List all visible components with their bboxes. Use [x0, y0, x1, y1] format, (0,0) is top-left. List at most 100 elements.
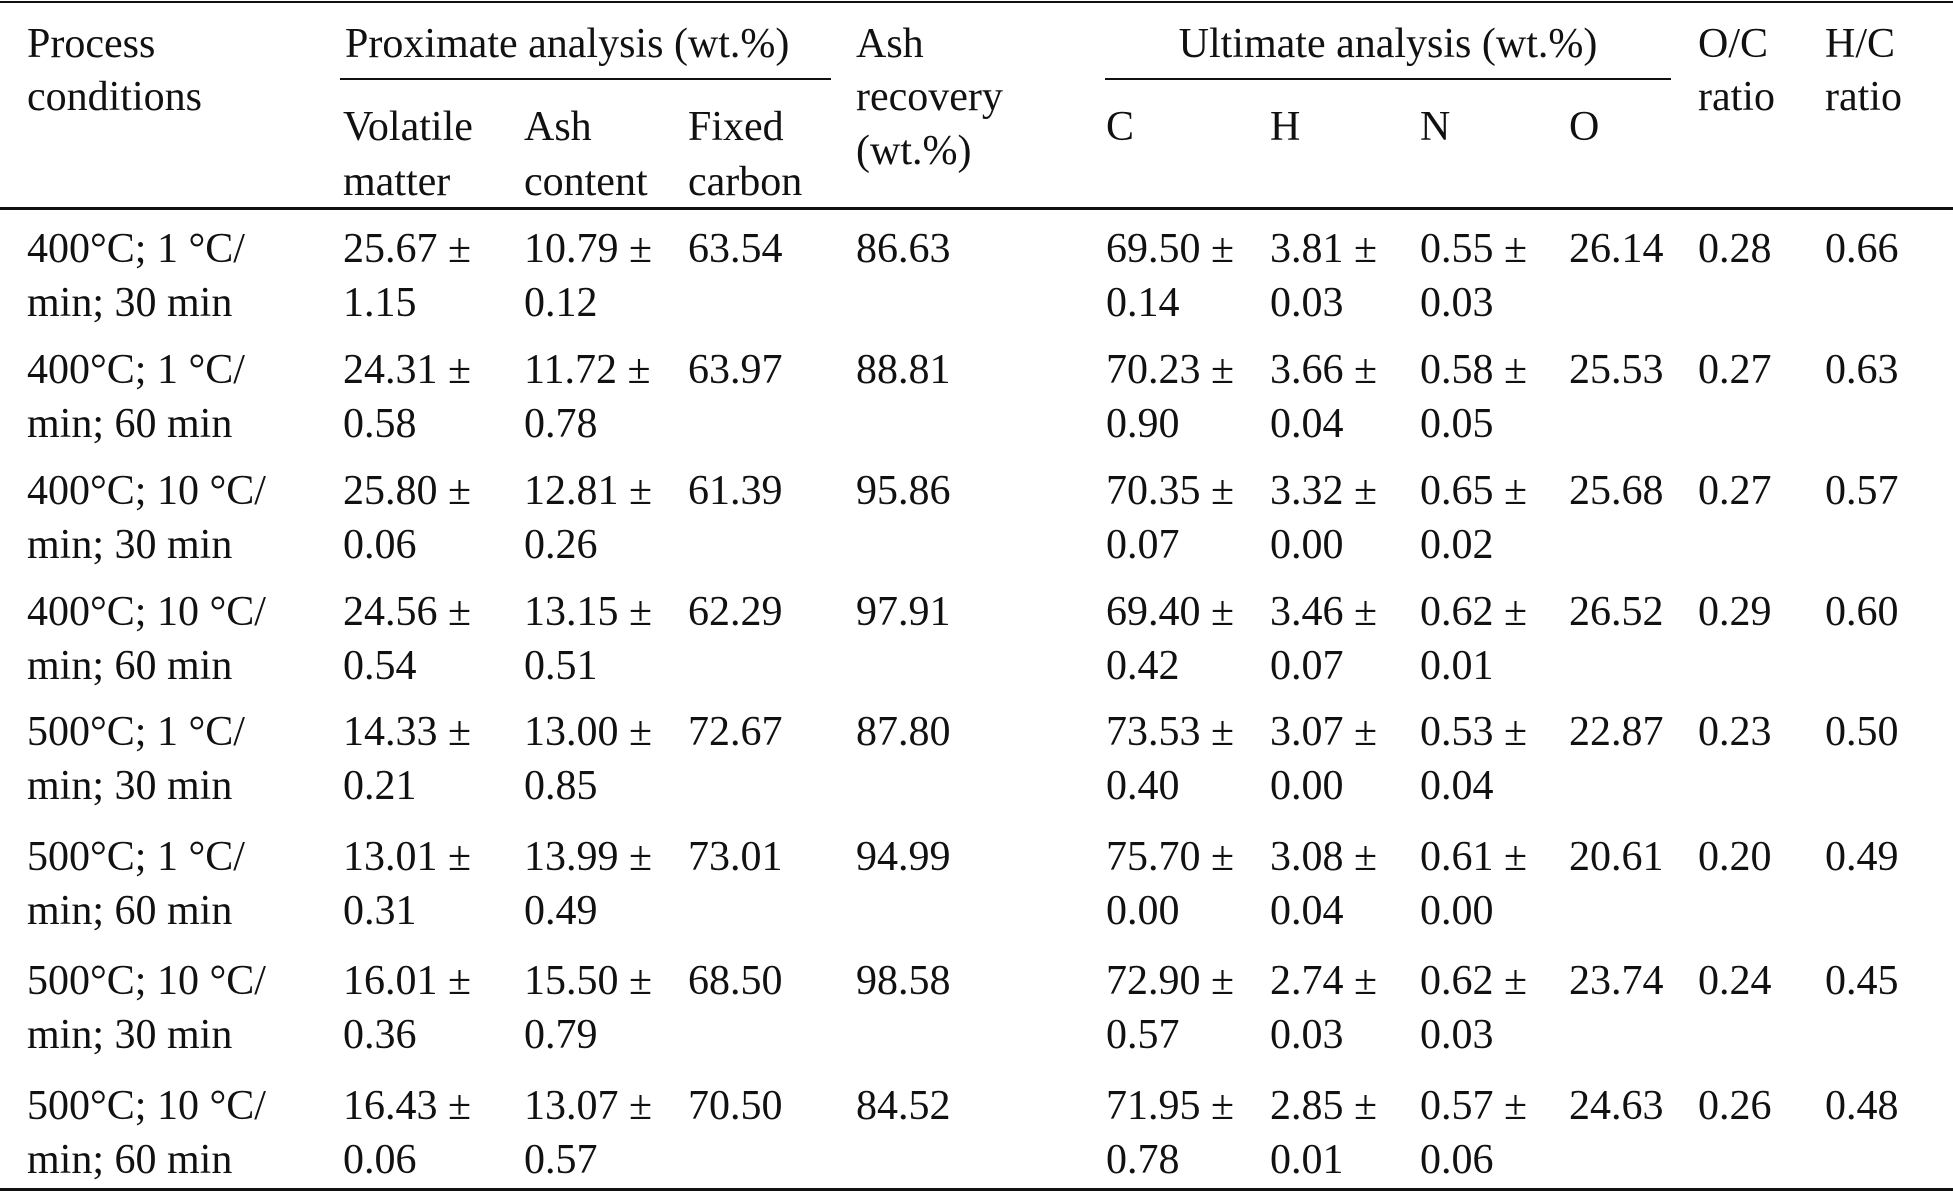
- header-cell: N: [1420, 103, 1451, 150]
- table-cell: 0.48: [1825, 1082, 1899, 1129]
- table-cell: 12.81 ±: [524, 467, 653, 514]
- table-cell: 23.74: [1569, 957, 1664, 1004]
- header-cell: conditions: [27, 73, 202, 120]
- table-cell: min; 60 min: [27, 642, 233, 689]
- table-cell: 0.03: [1420, 279, 1494, 326]
- table-cell: 0.02: [1420, 521, 1494, 568]
- table-cell: 0.57: [1825, 467, 1899, 514]
- group-header: Proximate analysis (wt.%): [345, 20, 790, 67]
- table-cell: min; 30 min: [27, 762, 233, 809]
- table-cell: 0.45: [1825, 957, 1899, 1004]
- table-cell: 0.62 ±: [1420, 957, 1528, 1004]
- table-cell: 0.04: [1270, 400, 1344, 447]
- table-cell: 95.86: [856, 467, 951, 514]
- header-cell: recovery: [856, 73, 1003, 120]
- table-cell: 0.57: [1106, 1011, 1180, 1058]
- table-cell: 75.70 ±: [1106, 833, 1235, 880]
- table-cell: 73.53 ±: [1106, 708, 1235, 755]
- table-cell: 0.50: [1825, 708, 1899, 755]
- header-cell: C: [1106, 103, 1135, 150]
- table-cell: 0.27: [1698, 467, 1772, 514]
- table-cell: 68.50: [688, 957, 783, 1004]
- table-cell: 97.91: [856, 588, 951, 635]
- table-cell: 0.01: [1270, 1136, 1344, 1183]
- table-cell: 11.72 ±: [524, 346, 651, 393]
- table-cell: min; 60 min: [27, 887, 233, 934]
- table-cell: 2.74 ±: [1270, 957, 1378, 1004]
- table-cell: 0.28: [1698, 225, 1772, 272]
- table-cell: 0.49: [524, 887, 598, 934]
- table-cell: 0.03: [1270, 279, 1344, 326]
- table-cell: 0.21: [343, 762, 417, 809]
- table-cell: 10.79 ±: [524, 225, 653, 272]
- table-cell: 0.63: [1825, 346, 1899, 393]
- group-rule: [340, 78, 831, 80]
- table-cell: 0.07: [1106, 521, 1180, 568]
- bottom-rule: [0, 1188, 1953, 1191]
- header-rule: [0, 207, 1953, 210]
- table-cell: 0.55 ±: [1420, 225, 1528, 272]
- table-cell: 98.58: [856, 957, 951, 1004]
- table-cell: 0.00: [1270, 521, 1344, 568]
- table-cell: 86.63: [856, 225, 951, 272]
- table-cell: 14.33 ±: [343, 708, 472, 755]
- table-cell: 0.31: [343, 887, 417, 934]
- table-cell: 3.32 ±: [1270, 467, 1378, 514]
- table-cell: 0.58 ±: [1420, 346, 1528, 393]
- table-cell: 500°C; 10 °C/: [27, 1082, 266, 1129]
- table-cell: 0.06: [1420, 1136, 1494, 1183]
- table-cell: 69.40 ±: [1106, 588, 1235, 635]
- table-cell: 70.23 ±: [1106, 346, 1235, 393]
- table-cell: 73.01: [688, 833, 783, 880]
- table-cell: 0.62 ±: [1420, 588, 1528, 635]
- table-cell: 13.00 ±: [524, 708, 653, 755]
- table-cell: 94.99: [856, 833, 951, 880]
- header-cell: Fixed: [688, 103, 784, 150]
- table-cell: 0.04: [1270, 887, 1344, 934]
- table-cell: 22.87: [1569, 708, 1664, 755]
- table-cell: 24.56 ±: [343, 588, 472, 635]
- table-cell: 3.08 ±: [1270, 833, 1378, 880]
- table-cell: 0.66: [1825, 225, 1899, 272]
- table-cell: 0.40: [1106, 762, 1180, 809]
- table-cell: 70.35 ±: [1106, 467, 1235, 514]
- table-cell: 0.03: [1420, 1011, 1494, 1058]
- table-cell: 400°C; 10 °C/: [27, 467, 266, 514]
- table-cell: 0.54: [343, 642, 417, 689]
- table-cell: 0.78: [1106, 1136, 1180, 1183]
- table-cell: 0.49: [1825, 833, 1899, 880]
- group-rule: [1105, 78, 1671, 80]
- table-cell: 3.81 ±: [1270, 225, 1378, 272]
- table-cell: 25.68: [1569, 467, 1664, 514]
- table-cell: 26.14: [1569, 225, 1664, 272]
- header-cell: O/C: [1698, 20, 1769, 67]
- table-cell: 63.97: [688, 346, 783, 393]
- header-cell: H/C: [1825, 20, 1896, 67]
- table-cell: 0.51: [524, 642, 598, 689]
- table-cell: 24.31 ±: [343, 346, 472, 393]
- table-cell: 0.61 ±: [1420, 833, 1528, 880]
- table-cell: 0.57: [524, 1136, 598, 1183]
- header-cell: matter: [343, 158, 451, 205]
- table-cell: 0.26: [1698, 1082, 1772, 1129]
- table-cell: 0.57 ±: [1420, 1082, 1528, 1129]
- table-cell: 500°C; 1 °C/: [27, 833, 245, 880]
- table-cell: 3.46 ±: [1270, 588, 1378, 635]
- header-cell: content: [524, 158, 648, 205]
- table-cell: 13.01 ±: [343, 833, 472, 880]
- table-cell: 400°C; 1 °C/: [27, 225, 245, 272]
- table-cell: 71.95 ±: [1106, 1082, 1235, 1129]
- table-cell: 63.54: [688, 225, 783, 272]
- table-cell: 500°C; 10 °C/: [27, 957, 266, 1004]
- table-cell: 0.12: [524, 279, 598, 326]
- header-cell: Ash: [856, 20, 924, 67]
- table-cell: 13.07 ±: [524, 1082, 653, 1129]
- header-cell: ratio: [1698, 73, 1775, 120]
- table-cell: 72.67: [688, 708, 783, 755]
- table-cell: 0.14: [1106, 279, 1180, 326]
- table-cell: 0.00: [1106, 887, 1180, 934]
- table-cell: 0.26: [524, 521, 598, 568]
- header-cell: Ash: [524, 103, 592, 150]
- table-cell: 3.66 ±: [1270, 346, 1378, 393]
